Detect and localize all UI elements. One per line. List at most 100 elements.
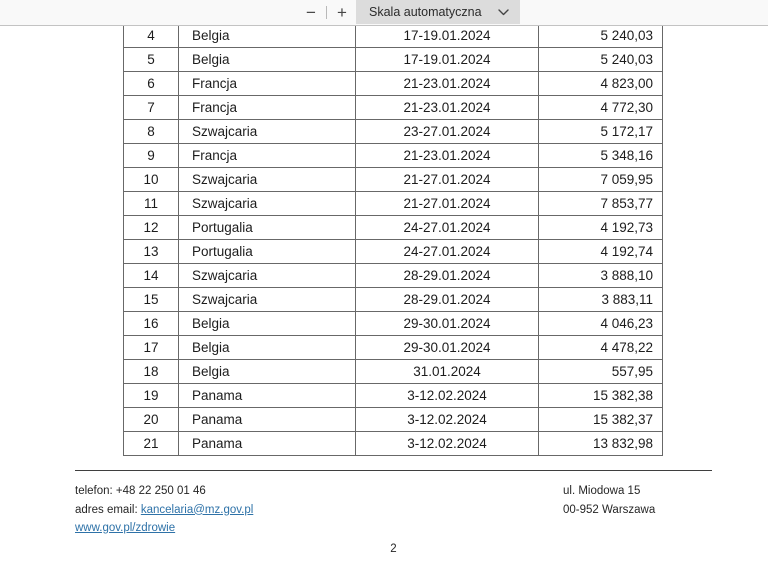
table-cell-amount: 4 046,23 xyxy=(538,311,663,336)
table-cell-no: 14 xyxy=(123,263,179,288)
table-cell-date: 21-27.01.2024 xyxy=(355,191,539,216)
table-cell-country: Panama xyxy=(178,383,356,408)
table-cell-country: Francja xyxy=(178,95,356,120)
table-cell-amount: 13 832,98 xyxy=(538,431,663,456)
table-row: 13 Portugalia 24-27.01.2024 4 192,74 xyxy=(123,239,663,264)
table-row: 16 Belgia 29-30.01.2024 4 046,23 xyxy=(123,311,663,336)
scale-select-value: Skala automatyczna xyxy=(369,5,482,19)
table-row: 15 Szwajcaria 28-29.01.2024 3 883,11 xyxy=(123,287,663,312)
table-cell-date: 21-23.01.2024 xyxy=(355,143,539,168)
table-cell-country: Belgia xyxy=(178,47,356,72)
chevron-down-icon xyxy=(497,8,509,16)
table-cell-country: Szwajcaria xyxy=(178,167,356,192)
pdf-toolbar: − + Skala automatyczna xyxy=(0,0,768,26)
table-row: 9 Francja 21-23.01.2024 5 348,16 xyxy=(123,143,663,168)
table-cell-country: Szwajcaria xyxy=(178,191,356,216)
table-cell-amount: 7 853,77 xyxy=(538,191,663,216)
table-cell-no: 13 xyxy=(123,239,179,264)
table-cell-no: 16 xyxy=(123,311,179,336)
table-cell-amount: 4 478,22 xyxy=(538,335,663,360)
footer-divider xyxy=(75,470,712,471)
table-row: 19 Panama 3-12.02.2024 15 382,38 xyxy=(123,383,663,408)
table-cell-country: Portugalia xyxy=(178,215,356,240)
table-cell-no: 15 xyxy=(123,287,179,312)
footer-address-block: ul. Miodowa 15 00-952 Warszawa xyxy=(563,482,655,519)
table-cell-no: 19 xyxy=(123,383,179,408)
table-cell-date: 17-19.01.2024 xyxy=(355,23,539,48)
scale-select-dropdown[interactable]: Skala automatyczna xyxy=(356,0,520,24)
table-cell-no: 17 xyxy=(123,335,179,360)
table-row: 8 Szwajcaria 23-27.01.2024 5 172,17 xyxy=(123,119,663,144)
table-row: 14 Szwajcaria 28-29.01.2024 3 888,10 xyxy=(123,263,663,288)
table-row: 5 Belgia 17-19.01.2024 5 240,03 xyxy=(123,47,663,72)
table-cell-amount: 5 240,03 xyxy=(538,47,663,72)
table-row: 12 Portugalia 24-27.01.2024 4 192,73 xyxy=(123,215,663,240)
table-row: 6 Francja 21-23.01.2024 4 823,00 xyxy=(123,71,663,96)
footer-email-line: adres email: kancelaria@mz.gov.pl xyxy=(75,501,253,520)
table-cell-date: 21-23.01.2024 xyxy=(355,71,539,96)
table-cell-no: 20 xyxy=(123,407,179,432)
table-cell-country: Szwajcaria xyxy=(178,287,356,312)
table-cell-country: Szwajcaria xyxy=(178,263,356,288)
table-cell-date: 17-19.01.2024 xyxy=(355,47,539,72)
table-cell-country: Panama xyxy=(178,407,356,432)
table-cell-date: 31.01.2024 xyxy=(355,359,539,384)
table-cell-amount: 7 059,95 xyxy=(538,167,663,192)
table-cell-date: 29-30.01.2024 xyxy=(355,335,539,360)
footer-contact-block: telefon: +48 22 250 01 46 adres email: k… xyxy=(75,482,253,538)
page-number: 2 xyxy=(390,543,397,555)
table-cell-no: 11 xyxy=(123,191,179,216)
zoom-in-button[interactable]: + xyxy=(330,0,354,26)
table-cell-no: 8 xyxy=(123,119,179,144)
table-cell-amount: 15 382,37 xyxy=(538,407,663,432)
table-cell-no: 10 xyxy=(123,167,179,192)
table-cell-date: 28-29.01.2024 xyxy=(355,263,539,288)
table-cell-amount: 4 192,74 xyxy=(538,239,663,264)
table-cell-country: Francja xyxy=(178,71,356,96)
table-cell-amount: 5 172,17 xyxy=(538,119,663,144)
table-row: 17 Belgia 29-30.01.2024 4 478,22 xyxy=(123,335,663,360)
table-cell-country: Portugalia xyxy=(178,239,356,264)
table-cell-date: 29-30.01.2024 xyxy=(355,311,539,336)
table-row: 21 Panama 3-12.02.2024 13 832,98 xyxy=(123,431,663,456)
table-cell-date: 24-27.01.2024 xyxy=(355,239,539,264)
table-cell-amount: 5 240,03 xyxy=(538,23,663,48)
website-link[interactable]: www.gov.pl/zdrowie xyxy=(75,522,176,534)
table-cell-no: 7 xyxy=(123,95,179,120)
toolbar-divider xyxy=(326,6,327,19)
email-link[interactable]: kancelaria@mz.gov.pl xyxy=(140,503,254,516)
table-cell-amount: 557,95 xyxy=(538,359,663,384)
table-cell-amount: 4 823,00 xyxy=(538,71,663,96)
table-cell-no: 12 xyxy=(123,215,179,240)
footer-email-label: adres email: xyxy=(75,503,141,516)
table-cell-country: Belgia xyxy=(178,23,356,48)
table-cell-date: 21-23.01.2024 xyxy=(355,95,539,120)
table-row: 20 Panama 3-12.02.2024 15 382,37 xyxy=(123,407,663,432)
table-cell-date: 24-27.01.2024 xyxy=(355,215,539,240)
table-cell-amount: 4 772,30 xyxy=(538,95,663,120)
expenses-table-body: 4 Belgia 17-19.01.2024 5 240,03 5 Belgia 17-19… xyxy=(123,23,663,456)
footer-phone: telefon: +48 22 250 01 46 xyxy=(75,485,206,497)
table-cell-no: 9 xyxy=(123,143,179,168)
table-row: 7 Francja 21-23.01.2024 4 772,30 xyxy=(123,95,663,120)
address-line-1: ul. Miodowa 15 xyxy=(563,485,641,497)
zoom-out-button[interactable]: − xyxy=(299,0,323,26)
table-cell-date: 3-12.02.2024 xyxy=(355,383,539,408)
table-cell-amount: 3 883,11 xyxy=(538,287,663,312)
table-cell-no: 6 xyxy=(123,71,179,96)
expenses-table: 4 Belgia 17-19.01.2024 5 240,03 5 Belgia 17-19… xyxy=(123,23,663,456)
table-cell-date: 3-12.02.2024 xyxy=(355,407,539,432)
table-cell-no: 4 xyxy=(123,23,179,48)
table-cell-country: Panama xyxy=(178,431,356,456)
address-line-2: 00-952 Warszawa xyxy=(563,503,656,516)
table-cell-country: Belgia xyxy=(178,335,356,360)
table-cell-date: 21-27.01.2024 xyxy=(355,167,539,192)
table-cell-amount: 5 348,16 xyxy=(538,143,663,168)
table-cell-amount: 15 382,38 xyxy=(538,383,663,408)
table-cell-date: 3-12.02.2024 xyxy=(355,431,539,456)
table-cell-country: Belgia xyxy=(178,311,356,336)
table-cell-country: Szwajcaria xyxy=(178,119,356,144)
table-row: 10 Szwajcaria 21-27.01.2024 7 059,95 xyxy=(123,167,663,192)
table-row: 11 Szwajcaria 21-27.01.2024 7 853,77 xyxy=(123,191,663,216)
